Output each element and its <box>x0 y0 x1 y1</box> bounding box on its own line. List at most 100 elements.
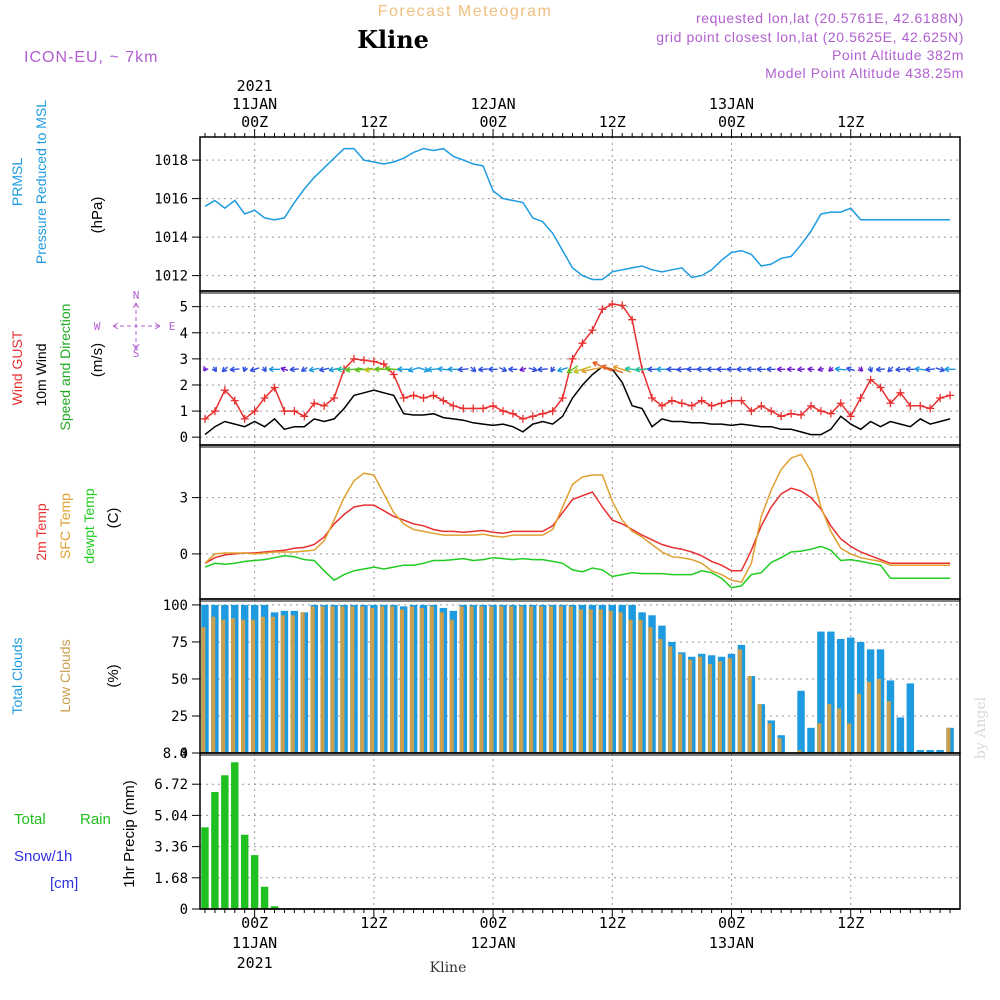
low-cloud-bar <box>340 606 345 753</box>
low-cloud-bar <box>598 609 603 753</box>
total-cloud-bar <box>896 717 905 753</box>
gust-marker <box>797 410 806 419</box>
low-cloud-bar <box>727 658 732 753</box>
low-cloud-bar <box>509 606 514 753</box>
gust-marker <box>429 391 438 400</box>
compass-rose: N S W E <box>94 289 176 360</box>
grid-lines <box>200 137 960 909</box>
gust-marker <box>280 407 289 416</box>
low-cloud-bar <box>211 616 216 753</box>
wind-direction-arrow <box>905 366 915 373</box>
requested-coords: requested lon,lat (20.5761E, 42.6188N) <box>696 10 964 26</box>
wind-direction-arrow <box>726 366 737 373</box>
precip-label-snow: Snow/1h <box>14 848 72 865</box>
gust-marker <box>538 409 547 418</box>
wind-direction-arrow <box>229 366 240 373</box>
wind-direction-arrow <box>846 366 856 373</box>
precip-panel-labels: Total Rain Snow/1h [cm] 1hr Precip (mm) <box>14 780 138 892</box>
gust-marker <box>568 354 577 363</box>
gust-marker <box>379 360 388 369</box>
pressure-line <box>204 147 951 281</box>
gust-marker <box>667 396 676 405</box>
wind-direction-arrow <box>447 366 459 373</box>
bottom-time-label: 12Z <box>837 914 864 932</box>
wind-direction-arrow <box>528 366 538 373</box>
bottom-time-label: 12Z <box>360 914 387 932</box>
low-cloud-bar <box>578 609 583 753</box>
low-cloud-bar <box>449 619 454 753</box>
gust-marker <box>250 407 259 416</box>
wind-direction-arrow <box>242 366 249 373</box>
low-cloud-bar <box>270 616 275 753</box>
wind-direction-arrow <box>211 366 218 373</box>
bottom-time-label: 2021 <box>237 954 273 972</box>
low-cloud-bar <box>310 606 315 753</box>
y-tick-label: 5.04 <box>154 808 188 824</box>
top-time-label: 12JAN <box>470 95 515 113</box>
rain-bar <box>260 886 269 909</box>
low-cloud-bar <box>737 649 742 753</box>
compass-south: S <box>133 347 140 360</box>
wind-direction-arrow <box>508 366 518 373</box>
top-time-label: 00Z <box>480 113 507 131</box>
bottom-time-label: 13JAN <box>709 934 754 952</box>
low-cloud-bar <box>469 606 474 753</box>
compass-west: W <box>94 320 101 333</box>
gust-marker <box>936 394 945 403</box>
low-cloud-bar <box>757 704 762 753</box>
gust-marker <box>687 401 696 410</box>
rain-bar <box>201 827 209 909</box>
pressure-panel-labels: PRMSL Pressure Reduced to MSL (hPa) <box>9 100 106 264</box>
gust-marker <box>479 404 488 413</box>
gust-marker <box>548 407 557 416</box>
wind-direction-arrow <box>566 365 579 374</box>
y-tick-label: 3 <box>180 352 188 368</box>
temp-ylabel: (C) <box>105 508 122 529</box>
gust-marker <box>946 391 955 400</box>
y-tick-label: 1014 <box>154 230 188 246</box>
low-cloud-bar <box>539 606 544 753</box>
low-cloud-bar <box>409 606 414 753</box>
gust-marker <box>409 391 418 400</box>
wind-direction-arrow <box>427 366 440 373</box>
gust-marker <box>757 401 766 410</box>
wind-direction-arrow <box>746 366 756 373</box>
wind-direction-arrow <box>499 366 508 372</box>
low-cloud-bar <box>827 704 832 753</box>
gust-marker <box>300 412 309 421</box>
top-time-label: 00Z <box>241 113 268 131</box>
temp-panel-labels: 2m Temp SFC Temp dewpt Temp (C) <box>33 488 122 563</box>
gust-marker <box>449 401 458 410</box>
y-tick-label: 50 <box>171 672 188 688</box>
gust-marker <box>320 401 329 410</box>
gust-marker <box>618 301 627 310</box>
wind-direction-arrow <box>706 366 717 373</box>
low-cloud-bar <box>638 619 643 753</box>
gust-marker <box>767 407 776 416</box>
gust-marker <box>349 354 358 363</box>
y-tick-label: 0 <box>180 902 188 918</box>
total-cloud-bar <box>797 690 805 753</box>
wind-direction-arrow <box>716 366 727 373</box>
top-time-label: 11JAN <box>232 95 277 113</box>
low-cloud-bar <box>240 619 246 753</box>
wind-direction-arrow <box>557 366 568 373</box>
wind-direction-arrow <box>857 366 864 372</box>
wind-direction-arrow <box>478 366 488 373</box>
wind-direction-arrow <box>756 366 766 373</box>
gust-marker <box>419 394 428 403</box>
gust-marker <box>330 394 339 403</box>
low-cloud-bar <box>608 610 613 753</box>
y-tick-label: 3 <box>180 491 188 507</box>
y-tick-label: 25 <box>171 709 188 725</box>
low-cloud-bar <box>529 606 534 753</box>
y-tick-label: 0 <box>180 430 188 446</box>
low-cloud-bar <box>658 638 663 753</box>
gust-marker <box>836 399 845 408</box>
wind-direction-arrow <box>766 366 776 373</box>
gust-marker <box>459 404 468 413</box>
model-label: ICON-EU, ~ 7km <box>24 49 158 66</box>
gust-marker <box>359 356 368 365</box>
gust-marker <box>469 404 478 413</box>
low-cloud-bar <box>797 750 802 753</box>
